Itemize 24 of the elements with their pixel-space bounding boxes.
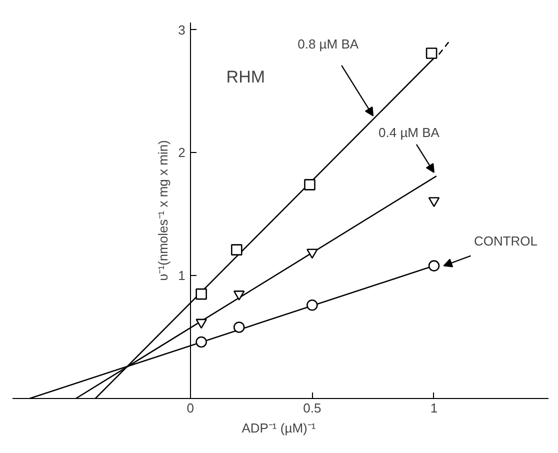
annotation: 0.8 µM BA: [298, 36, 359, 52]
y-tick-label: 2: [178, 145, 186, 160]
annotation: CONTROL: [474, 233, 538, 248]
y-tick-label: 1: [178, 268, 186, 284]
x-tick-label: 0: [186, 400, 194, 416]
point: [233, 322, 245, 333]
point: [196, 336, 207, 348]
annotation: RHM: [226, 67, 266, 86]
point: [426, 48, 438, 59]
y-axis-title: υ⁻¹(nmoles⁻¹ x mg x min): [155, 140, 170, 281]
x-axis-title: ADP⁻¹ (µM)⁻¹: [242, 420, 316, 436]
x-tick-label: 1: [430, 400, 438, 416]
point: [196, 288, 207, 300]
annotation: 0.4 µM BA: [378, 124, 440, 140]
point: [306, 248, 318, 259]
point: [304, 179, 316, 190]
y-tick-label: 3: [178, 22, 186, 38]
point: [230, 244, 242, 256]
point: [233, 290, 245, 300]
point: [196, 318, 207, 329]
point: [306, 299, 318, 311]
x-tick-label: 0.5: [303, 400, 322, 416]
point: [428, 260, 440, 272]
point: [428, 197, 440, 208]
